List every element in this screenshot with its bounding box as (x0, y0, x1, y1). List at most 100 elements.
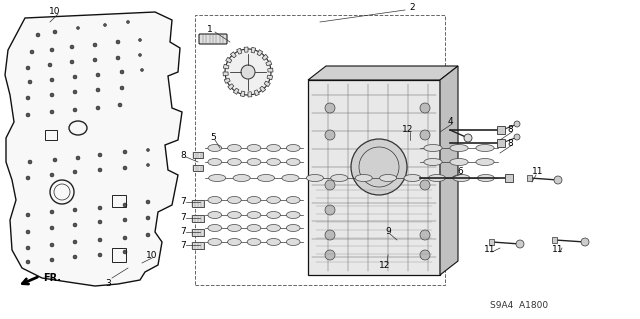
Ellipse shape (208, 211, 221, 219)
Ellipse shape (228, 145, 241, 152)
Circle shape (50, 93, 54, 97)
Circle shape (147, 149, 150, 152)
Ellipse shape (208, 159, 221, 166)
Circle shape (93, 58, 97, 62)
Circle shape (123, 203, 127, 207)
Ellipse shape (267, 239, 280, 246)
Circle shape (73, 90, 77, 94)
Ellipse shape (286, 239, 300, 246)
Ellipse shape (476, 159, 494, 166)
Circle shape (581, 238, 589, 246)
Circle shape (325, 103, 335, 113)
Ellipse shape (267, 145, 280, 152)
Circle shape (70, 45, 74, 49)
Ellipse shape (208, 145, 221, 152)
Circle shape (514, 134, 520, 140)
Ellipse shape (286, 211, 300, 219)
Ellipse shape (476, 145, 494, 152)
Ellipse shape (228, 225, 241, 232)
Circle shape (30, 50, 34, 54)
Bar (195, 15, 445, 285)
Ellipse shape (208, 197, 221, 204)
Ellipse shape (257, 174, 275, 182)
Polygon shape (266, 61, 272, 66)
Polygon shape (240, 91, 245, 97)
Circle shape (98, 153, 102, 157)
Bar (308, 80, 440, 275)
Text: 8: 8 (507, 138, 513, 147)
Ellipse shape (247, 239, 261, 246)
Polygon shape (226, 57, 232, 63)
Bar (192, 214, 204, 221)
Circle shape (53, 30, 57, 34)
Bar (489, 239, 494, 245)
Circle shape (516, 240, 524, 248)
Polygon shape (264, 81, 270, 87)
Bar (505, 174, 513, 182)
Circle shape (98, 220, 102, 224)
Circle shape (73, 223, 77, 227)
Circle shape (420, 180, 430, 190)
Circle shape (73, 255, 77, 259)
Circle shape (554, 176, 562, 184)
Polygon shape (257, 50, 262, 56)
Bar (45, 130, 57, 140)
Circle shape (325, 250, 335, 260)
Circle shape (73, 108, 77, 112)
Circle shape (138, 54, 141, 56)
Circle shape (123, 236, 127, 240)
Polygon shape (268, 68, 273, 72)
Polygon shape (254, 90, 259, 96)
Bar (497, 126, 505, 134)
Circle shape (96, 73, 100, 77)
Circle shape (50, 48, 54, 52)
Circle shape (50, 226, 54, 230)
Circle shape (420, 103, 430, 113)
Bar (497, 139, 505, 147)
Circle shape (98, 168, 102, 172)
Text: 4: 4 (447, 117, 453, 127)
Text: 12: 12 (380, 261, 390, 270)
Circle shape (28, 80, 32, 84)
Text: 5: 5 (210, 133, 216, 143)
Polygon shape (5, 12, 182, 286)
Ellipse shape (247, 159, 261, 166)
Polygon shape (440, 66, 458, 275)
Ellipse shape (450, 159, 468, 166)
Bar (192, 199, 204, 206)
Circle shape (325, 180, 335, 190)
Ellipse shape (428, 174, 445, 182)
Circle shape (26, 230, 30, 234)
Bar (193, 152, 203, 158)
Circle shape (241, 65, 255, 79)
Text: 7: 7 (180, 241, 186, 249)
Bar (112, 195, 126, 207)
Circle shape (123, 166, 127, 170)
Circle shape (104, 24, 106, 26)
Ellipse shape (404, 174, 421, 182)
Circle shape (73, 75, 77, 79)
Bar (552, 237, 557, 243)
Polygon shape (230, 52, 236, 58)
Circle shape (118, 103, 122, 107)
Ellipse shape (477, 174, 494, 182)
Circle shape (514, 121, 520, 127)
Text: 3: 3 (105, 278, 111, 287)
Ellipse shape (450, 145, 468, 152)
Circle shape (116, 56, 120, 60)
Circle shape (120, 86, 124, 90)
Circle shape (420, 130, 430, 140)
Ellipse shape (228, 211, 241, 219)
Ellipse shape (267, 159, 280, 166)
Circle shape (50, 173, 54, 177)
Circle shape (50, 110, 54, 114)
Text: 11: 11 (484, 246, 496, 255)
Circle shape (26, 213, 30, 217)
Circle shape (120, 70, 124, 74)
Ellipse shape (267, 225, 280, 232)
Circle shape (36, 33, 40, 37)
Circle shape (225, 49, 271, 95)
Circle shape (50, 243, 54, 247)
Ellipse shape (331, 174, 348, 182)
Circle shape (70, 60, 74, 64)
